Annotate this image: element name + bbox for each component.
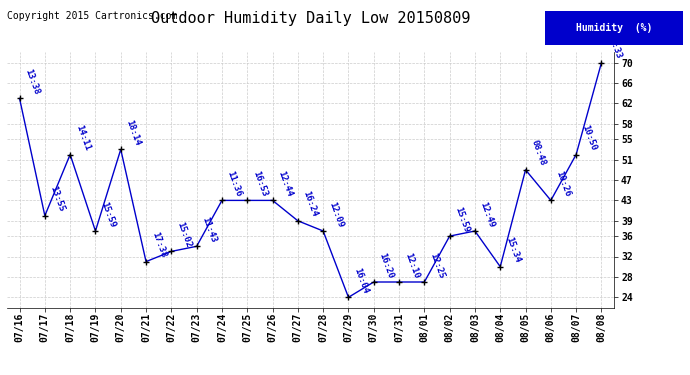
Text: Outdoor Humidity Daily Low 20150809: Outdoor Humidity Daily Low 20150809 (151, 11, 470, 26)
Text: 16:53: 16:53 (251, 170, 268, 198)
Text: 14:11: 14:11 (74, 124, 92, 152)
Text: 12:10: 12:10 (403, 251, 420, 279)
Text: 12:25: 12:25 (428, 251, 446, 279)
Text: 13:38: 13:38 (23, 68, 41, 96)
Text: Copyright 2015 Cartronics.com: Copyright 2015 Cartronics.com (7, 11, 177, 21)
Text: 18:14: 18:14 (125, 118, 142, 147)
Text: 13:55: 13:55 (48, 185, 66, 213)
Text: 13:33: 13:33 (605, 32, 623, 60)
Text: 08:48: 08:48 (529, 139, 547, 167)
Text: 17:38: 17:38 (150, 231, 168, 259)
Text: 15:59: 15:59 (453, 205, 471, 234)
Text: 15:02: 15:02 (175, 220, 193, 249)
Text: 12:49: 12:49 (479, 200, 496, 228)
Text: 16:04: 16:04 (353, 266, 370, 295)
Text: 12:09: 12:09 (327, 200, 344, 228)
Text: 15:34: 15:34 (504, 236, 522, 264)
Text: 11:36: 11:36 (226, 170, 244, 198)
Text: 11:43: 11:43 (201, 215, 218, 244)
Text: 10:26: 10:26 (555, 170, 572, 198)
Text: 12:44: 12:44 (276, 170, 294, 198)
Text: 10:50: 10:50 (580, 124, 598, 152)
Text: 15:59: 15:59 (99, 200, 117, 228)
Text: Humidity  (%): Humidity (%) (576, 23, 652, 33)
Text: 16:20: 16:20 (377, 251, 395, 279)
Text: 16:24: 16:24 (302, 190, 319, 218)
